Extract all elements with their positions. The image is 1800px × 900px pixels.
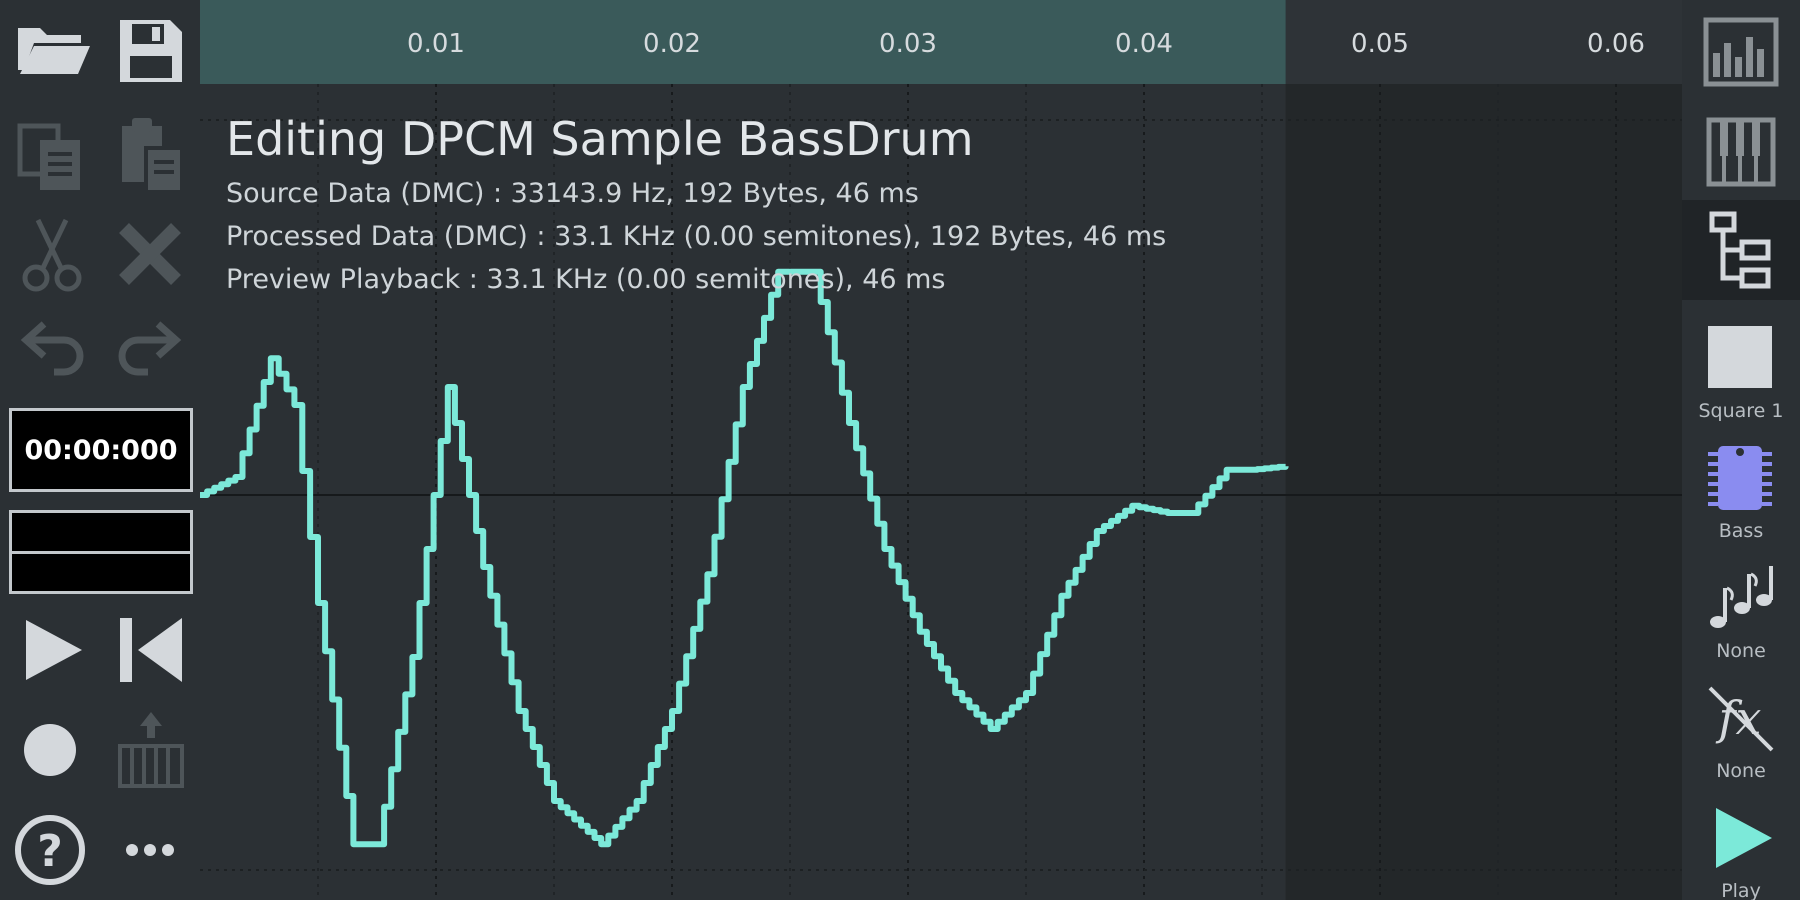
- piano-input-icon: [102, 702, 198, 798]
- tab-piano-roll[interactable]: [1682, 102, 1800, 202]
- processed-data-info: Processed Data (DMC) : 33.1 KHz (0.00 se…: [226, 221, 1167, 252]
- play-icon[interactable]: [4, 602, 100, 698]
- right-panel: Square 1 Bass None fx None Play: [1682, 0, 1800, 900]
- save-icon[interactable]: [102, 2, 198, 98]
- out-of-sample-region: [1285, 84, 1682, 900]
- chip-icon: [1708, 446, 1772, 510]
- tab-sequencer[interactable]: [1682, 2, 1800, 102]
- arpeggio-button[interactable]: None: [1682, 554, 1800, 672]
- piano-roll-icon: [1706, 117, 1776, 187]
- undo-icon: [4, 296, 100, 392]
- play-label: Play: [1721, 880, 1761, 900]
- copy-icon: [4, 104, 100, 200]
- time-tick-label: 0.05: [1351, 29, 1409, 59]
- source-data-info: Source Data (DMC) : 33143.9 Hz, 192 Byte…: [226, 178, 919, 209]
- tab-project-explorer[interactable]: [1682, 200, 1800, 300]
- time-ruler-ticks: 0.01 0.02 0.03 0.04 0.05 0.06: [407, 29, 1645, 59]
- preview-playback-info: Preview Playback : 33.1 KHz (0.00 semito…: [226, 264, 946, 295]
- waveform-line: [200, 268, 1289, 848]
- sample-range-highlight: [200, 0, 1286, 84]
- effect-button[interactable]: fx None: [1682, 674, 1800, 792]
- editor-header: Editing DPCM Sample BassDrum Source Data…: [226, 112, 1166, 295]
- arpeggio-label: None: [1716, 640, 1766, 662]
- sequencer-icon: [1703, 17, 1779, 87]
- play-button[interactable]: Play: [1682, 794, 1800, 900]
- music-notes-icon: [1710, 566, 1773, 628]
- time-tick-label: 0.06: [1587, 29, 1645, 59]
- redo-icon: [102, 296, 198, 392]
- editor-title: Editing DPCM Sample BassDrum: [226, 112, 974, 166]
- left-toolbar: 00:00:000 ?: [0, 0, 200, 900]
- delete-icon: [102, 206, 198, 302]
- play-icon: [1716, 808, 1772, 868]
- waveform-canvas[interactable]: 0.01 0.02 0.03 0.04 0.05 0.06: [200, 0, 1682, 900]
- rewind-icon[interactable]: [102, 602, 198, 698]
- sample-editor[interactable]: 0.01 0.02 0.03 0.04 0.05 0.06 Editing DPCM Sa…: [200, 0, 1682, 900]
- channel-label: Square 1: [1698, 400, 1784, 422]
- record-icon[interactable]: [4, 702, 100, 798]
- square-channel-icon: [1708, 326, 1772, 388]
- time-tick-label: 0.01: [407, 29, 465, 59]
- effect-label: None: [1716, 760, 1766, 782]
- fx-icon: fx: [1708, 686, 1774, 752]
- open-folder-icon[interactable]: [4, 2, 100, 98]
- svg-text:?: ?: [37, 826, 63, 877]
- grid-lines: [200, 84, 1682, 900]
- time-tick-label: 0.02: [643, 29, 701, 59]
- oscilloscope: [9, 510, 193, 594]
- time-tick-label: 0.03: [879, 29, 937, 59]
- project-explorer-icon: [1709, 211, 1771, 289]
- cut-icon: [4, 206, 100, 302]
- time-display: 00:00:000: [9, 408, 193, 492]
- paste-icon: [102, 104, 198, 200]
- channel-button[interactable]: Square 1: [1682, 314, 1800, 432]
- help-icon[interactable]: ?: [4, 802, 100, 898]
- instrument-button[interactable]: Bass: [1682, 434, 1800, 552]
- instrument-label: Bass: [1718, 520, 1764, 542]
- more-icon[interactable]: [102, 802, 198, 898]
- time-tick-label: 0.04: [1115, 29, 1173, 59]
